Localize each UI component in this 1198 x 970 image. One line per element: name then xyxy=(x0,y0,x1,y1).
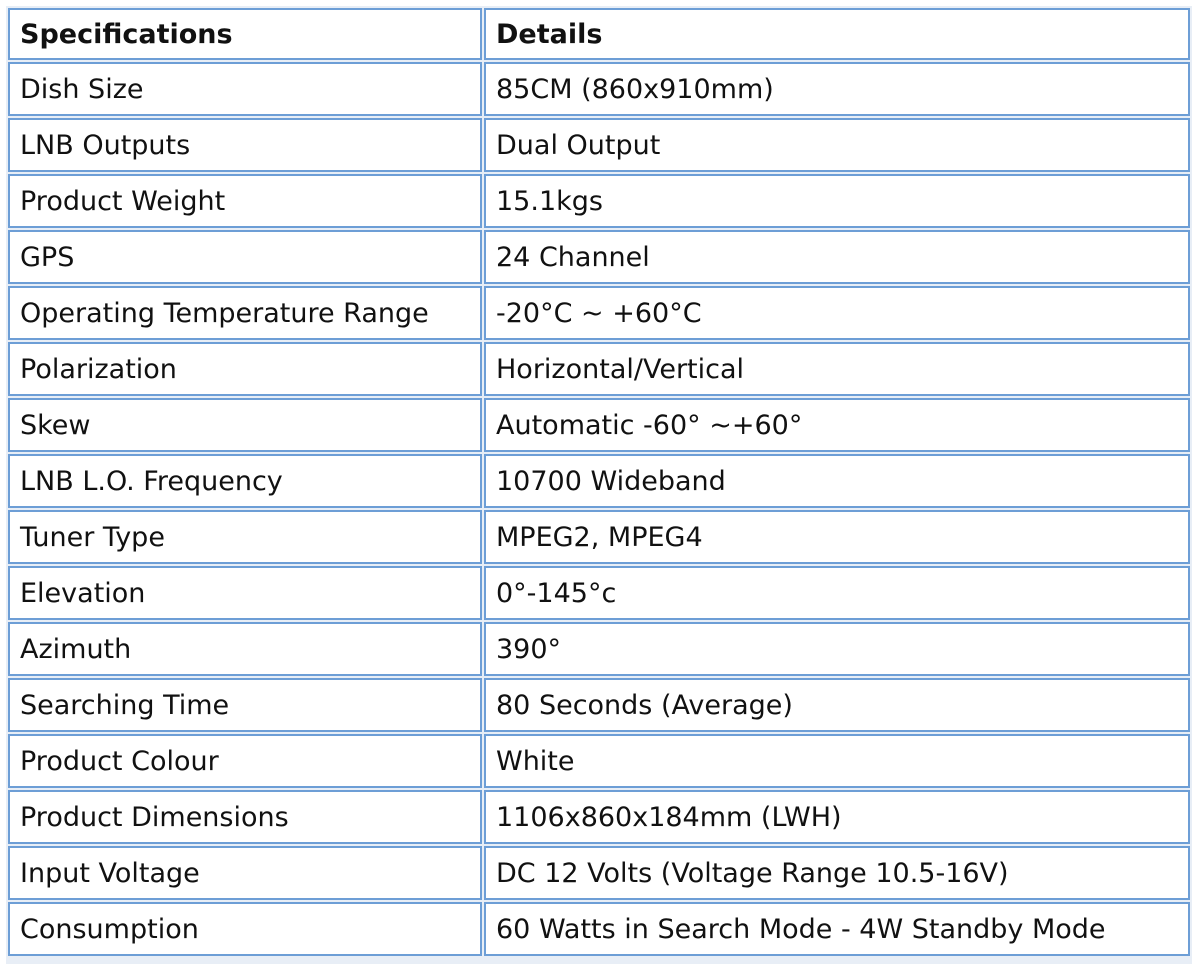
spec-table: Specifications Details Dish Size 85CM (860… xyxy=(6,6,1192,958)
table-row: LNB Outputs Dual Output xyxy=(8,118,1190,172)
table-row: Tuner Type MPEG2, MPEG4 xyxy=(8,510,1190,564)
spec-detail: Dual Output xyxy=(484,118,1190,172)
spec-name: LNB Outputs xyxy=(8,118,482,172)
spec-detail: -20°C ~ +60°C xyxy=(484,286,1190,340)
header-cell: Details xyxy=(484,8,1190,60)
spec-name: Input Voltage xyxy=(8,846,482,900)
table-row: Product Colour White xyxy=(8,734,1190,788)
spec-detail: 15.1kgs xyxy=(484,174,1190,228)
spec-name: Elevation xyxy=(8,566,482,620)
spec-name: LNB L.O. Frequency xyxy=(8,454,482,508)
spec-name: Consumption xyxy=(8,902,482,956)
table-row: Input Voltage DC 12 Volts (Voltage Range … xyxy=(8,846,1190,900)
table-row: Product Dimensions 1106x860x184mm (LWH) xyxy=(8,790,1190,844)
spec-detail: Automatic -60° ~+60° xyxy=(484,398,1190,452)
table-row: Product Weight 15.1kgs xyxy=(8,174,1190,228)
spec-name: Product Colour xyxy=(8,734,482,788)
spec-detail: 390° xyxy=(484,622,1190,676)
spec-detail: 10700 Wideband xyxy=(484,454,1190,508)
spec-name: Azimuth xyxy=(8,622,482,676)
table-row: Searching Time 80 Seconds (Average) xyxy=(8,678,1190,732)
spec-name: Operating Temperature Range xyxy=(8,286,482,340)
spec-name: GPS xyxy=(8,230,482,284)
spec-detail: DC 12 Volts (Voltage Range 10.5-16V) xyxy=(484,846,1190,900)
table-row: Consumption 60 Watts in Search Mode - 4W … xyxy=(8,902,1190,956)
spec-detail: 0°-145°c xyxy=(484,566,1190,620)
spec-detail: Horizontal/Vertical xyxy=(484,342,1190,396)
header-row: Specifications Details xyxy=(8,8,1190,60)
spec-detail: 80 Seconds (Average) xyxy=(484,678,1190,732)
spec-detail: MPEG2, MPEG4 xyxy=(484,510,1190,564)
spec-detail: 1106x860x184mm (LWH) xyxy=(484,790,1190,844)
spec-name: Skew xyxy=(8,398,482,452)
spec-name: Product Weight xyxy=(8,174,482,228)
table-row: Skew Automatic -60° ~+60° xyxy=(8,398,1190,452)
spec-detail: White xyxy=(484,734,1190,788)
table-row: LNB L.O. Frequency 10700 Wideband xyxy=(8,454,1190,508)
spec-detail: 24 Channel xyxy=(484,230,1190,284)
table-row: GPS 24 Channel xyxy=(8,230,1190,284)
table-row: Elevation 0°-145°c xyxy=(8,566,1190,620)
spec-name: Dish Size xyxy=(8,62,482,116)
header-cell: Specifications xyxy=(8,8,482,60)
table-row: Polarization Horizontal/Vertical xyxy=(8,342,1190,396)
table-row: Dish Size 85CM (860x910mm) xyxy=(8,62,1190,116)
spec-name: Product Dimensions xyxy=(8,790,482,844)
spec-detail: 60 Watts in Search Mode - 4W Standby Mod… xyxy=(484,902,1190,956)
spec-name: Searching Time xyxy=(8,678,482,732)
spec-name: Tuner Type xyxy=(8,510,482,564)
table-row: Operating Temperature Range -20°C ~ +60°C xyxy=(8,286,1190,340)
spec-detail: 85CM (860x910mm) xyxy=(484,62,1190,116)
spec-name: Polarization xyxy=(8,342,482,396)
table-row: Azimuth 390° xyxy=(8,622,1190,676)
table-container: Specifications Details Dish Size 85CM (860… xyxy=(6,6,1192,964)
